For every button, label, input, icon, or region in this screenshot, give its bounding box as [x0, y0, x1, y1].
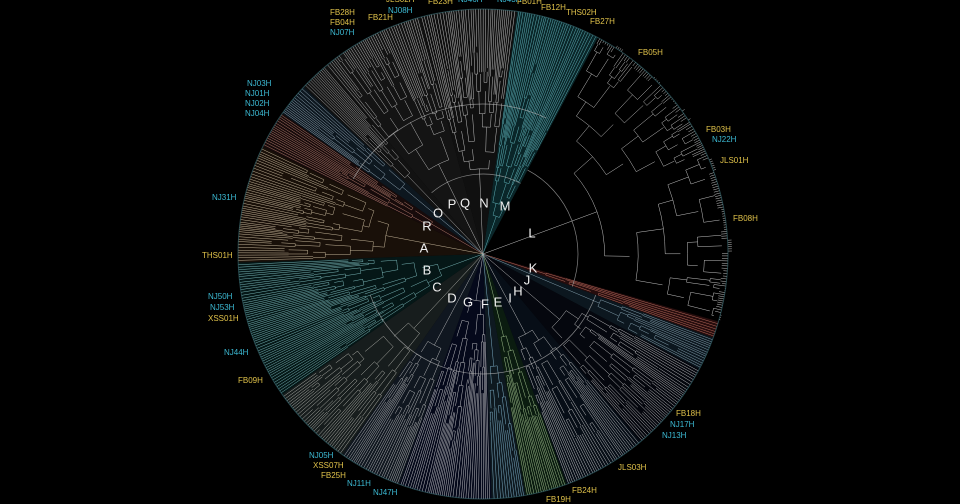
tree-outer-ring	[237, 8, 729, 500]
clade-label-P: P	[447, 196, 457, 212]
leaf-label: XSS01H	[208, 314, 239, 323]
leaf-label: NJ17H	[670, 420, 695, 429]
clade-label-H: H	[513, 283, 523, 299]
leaf-label: NJ31H	[212, 193, 237, 202]
leaf-label: NJ50H	[208, 292, 233, 301]
leaf-label: NJ04H	[245, 109, 270, 118]
clade-label-J: J	[523, 272, 531, 288]
leaf-label: FB19H	[546, 495, 571, 504]
leaf-label: JLS02H	[386, 0, 414, 4]
leaf-label: FB21H	[368, 13, 393, 22]
clade-wedge-L	[483, 37, 728, 322]
leaf-label: FB25H	[321, 471, 346, 480]
clade-label-O: O	[432, 205, 444, 221]
leaf-label: NJ08H	[388, 6, 413, 15]
tree-branches-P	[305, 67, 484, 255]
clade-wedge-J	[483, 254, 714, 370]
leaf-label: NJ47H	[373, 488, 398, 497]
leaf-label: NJ22H	[712, 135, 737, 144]
clade-bracket-arc	[527, 169, 579, 287]
tree-branches-H	[482, 253, 699, 441]
clade-label-I: I	[508, 290, 512, 306]
tree-branches-G	[400, 253, 490, 499]
tree-branches-I	[482, 253, 639, 484]
leaf-label: THS01H	[202, 251, 233, 260]
leaf-label: NJ07H	[330, 28, 355, 37]
clade-label-G: G	[462, 294, 474, 310]
clade-bracket-arc	[352, 103, 547, 180]
tree-branches-C	[283, 253, 484, 454]
leaf-label: NJ05H	[309, 451, 334, 460]
clade-label-B: B	[422, 262, 432, 278]
clade-label-K: K	[528, 260, 538, 276]
leaf-label: NJ44H	[224, 348, 249, 357]
leaf-label: FB09H	[238, 376, 263, 385]
tree-branches-M	[482, 11, 597, 255]
tree-branches-J	[482, 253, 713, 368]
leaf-label: FB18H	[676, 409, 701, 418]
leaf-label: FB08H	[733, 214, 758, 223]
leaf-label: JLS01H	[720, 156, 749, 165]
tree-branches-N	[421, 8, 516, 255]
clade-label-M: M	[499, 198, 511, 214]
clade-label-A: A	[419, 240, 429, 256]
clade-label-C: C	[432, 279, 442, 295]
leaf-label: NJ11H	[347, 479, 371, 488]
clade-wedge-E	[483, 254, 567, 496]
tree-branches-B	[238, 253, 484, 394]
leaf-label: FB28H	[330, 8, 355, 17]
leaf-label: XSS07H	[313, 461, 344, 470]
tree-branches-R	[263, 114, 484, 255]
leaf-label: FB24H	[572, 486, 597, 495]
leaf-label: NJ43H	[497, 0, 521, 4]
clade-label-F: F	[481, 296, 489, 312]
clade-label-D: D	[447, 290, 457, 306]
leaf-label: NJ13H	[662, 431, 687, 440]
clade-wedge-N	[419, 9, 518, 255]
leaf-label: THS02H	[566, 8, 597, 17]
leaf-label: FB05H	[638, 48, 663, 57]
clade-label-L: L	[528, 225, 536, 241]
leaf-label: NJ01H	[245, 89, 270, 98]
clade-bracket-arc	[369, 294, 597, 375]
tree-branches-F	[482, 253, 524, 499]
leaf-label: FB04H	[330, 18, 355, 27]
leaf-label: NJ02H	[245, 99, 270, 108]
clade-label-Q: Q	[459, 195, 471, 211]
clade-label-N: N	[479, 195, 489, 211]
leaf-label: FB23H	[428, 0, 453, 6]
clade-wedge-C	[282, 254, 483, 455]
tree-branches-L	[482, 38, 732, 321]
clade-label-R: R	[422, 218, 432, 234]
clade-wedge-Q	[325, 17, 483, 254]
clade-wedge-B	[238, 254, 483, 395]
tree-branches-A	[238, 148, 484, 261]
leaf-label: FB27H	[590, 17, 615, 26]
tree-branches-D	[344, 253, 484, 484]
clade-wedge-I	[483, 254, 641, 485]
leaf-label: FB12H	[541, 3, 566, 12]
leaf-label: NJ46H	[458, 0, 482, 4]
leaf-label: FB03H	[706, 125, 731, 134]
clade-bracket-arc	[431, 173, 521, 193]
leaf-label: NJ53H	[210, 303, 235, 312]
leaf-label: FB01H	[517, 0, 542, 6]
tree-branches-E	[482, 253, 566, 495]
tree-branches-Q	[327, 17, 484, 255]
tree-branches-K	[482, 253, 718, 337]
tree-branches-O	[283, 88, 484, 255]
clade-label-E: E	[493, 294, 503, 310]
leaf-label: NJ03H	[247, 79, 272, 88]
leaf-label: JLS03H	[618, 463, 647, 472]
